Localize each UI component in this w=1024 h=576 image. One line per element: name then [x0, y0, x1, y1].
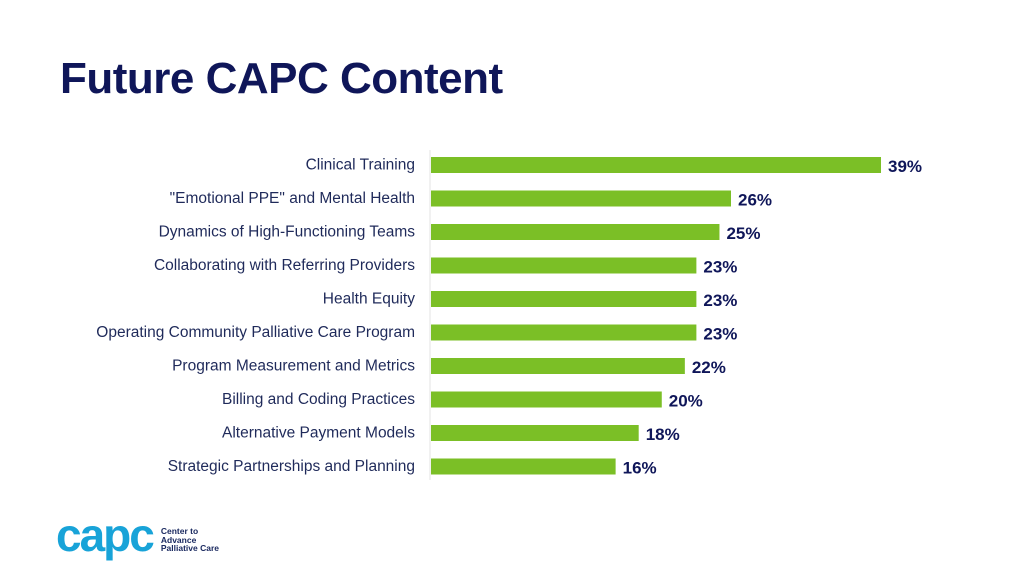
logo-wordmark: capc	[56, 509, 155, 561]
bar-5	[431, 291, 697, 307]
value-label-6: 23%	[703, 325, 737, 344]
bar-9	[431, 425, 639, 441]
value-label-5: 23%	[703, 291, 737, 310]
bar-4	[431, 257, 697, 274]
bar-3	[431, 224, 720, 240]
category-label-10: Strategic Partnerships and Planning	[168, 458, 415, 475]
value-label-3: 25%	[726, 224, 760, 243]
bar-10	[431, 458, 616, 475]
category-label-4: Collaborating with Referring Providers	[154, 257, 415, 274]
value-label-7: 22%	[692, 358, 726, 377]
value-label-8: 20%	[669, 392, 703, 411]
capc-logo: capc Center to Advance Palliative Care	[56, 512, 219, 564]
category-label-9: Alternative Payment Models	[222, 425, 415, 442]
value-label-10: 16%	[623, 459, 657, 478]
category-label-5: Health Equity	[323, 291, 415, 308]
category-label-8: Billing and Coding Practices	[222, 391, 415, 408]
bar-7	[431, 358, 685, 374]
bar-8	[431, 391, 662, 408]
category-label-7: Program Measurement and Metrics	[172, 358, 415, 375]
bar-6	[431, 324, 697, 341]
category-label-2: "Emotional PPE" and Mental Health	[170, 190, 415, 207]
category-label-1: Clinical Training	[306, 157, 415, 174]
logo-tagline-line-1: Center to	[160, 525, 199, 536]
logo-tagline: Center to Advance Palliative Care	[160, 525, 219, 554]
bars-group	[431, 157, 881, 475]
value-labels-group: 39% 26% 25% 23% 23% 23% 22% 20% 18% 16%	[623, 157, 922, 478]
slide-title: Future CAPC Content	[60, 54, 503, 103]
bar-2	[431, 190, 731, 207]
logo-tagline-line-3: Palliative Care	[160, 543, 219, 554]
category-labels-group: Clinical Training "Emotional PPE" and Men…	[96, 157, 415, 476]
category-label-3: Dynamics of High-Functioning Teams	[159, 224, 416, 241]
value-label-4: 23%	[703, 258, 737, 277]
category-label-6: Operating Community Palliative Care Prog…	[96, 324, 415, 341]
bar-1	[431, 157, 881, 173]
value-label-2: 26%	[738, 191, 772, 210]
value-label-9: 18%	[646, 425, 680, 444]
value-label-1: 39%	[888, 157, 922, 176]
logo-tagline-line-2: Advance	[160, 534, 197, 545]
